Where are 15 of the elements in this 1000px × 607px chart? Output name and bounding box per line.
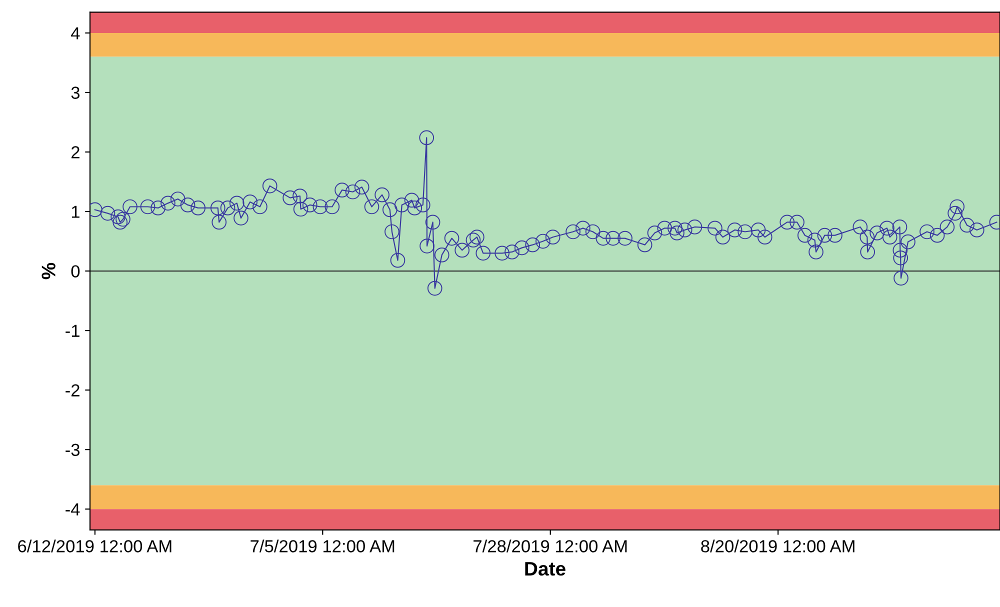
- x-tick-label: 6/12/2019 12:00 AM: [18, 540, 172, 552]
- x-tick-label: 7/5/2019 12:00 AM: [250, 540, 394, 552]
- x-tick-label: 8/20/2019 12:00 AM: [701, 540, 854, 552]
- y-tick-label: 3: [71, 86, 80, 99]
- y-tick-label: 2: [71, 146, 80, 158]
- y-tick-label: -2: [66, 384, 80, 396]
- y-tick-label: 4: [71, 27, 80, 40]
- y-axis-title: %: [42, 262, 56, 280]
- x-axis-title: Date: [525, 562, 566, 576]
- y-tick-label: -4: [66, 503, 80, 516]
- y-tick-label: -3: [66, 444, 80, 456]
- x-tick-label: 7/28/2019 12:00 AM: [474, 540, 627, 552]
- y-tick-label: 0: [71, 265, 80, 278]
- y-tick-label: -1: [66, 324, 80, 337]
- y-tick-label: 1: [72, 206, 80, 218]
